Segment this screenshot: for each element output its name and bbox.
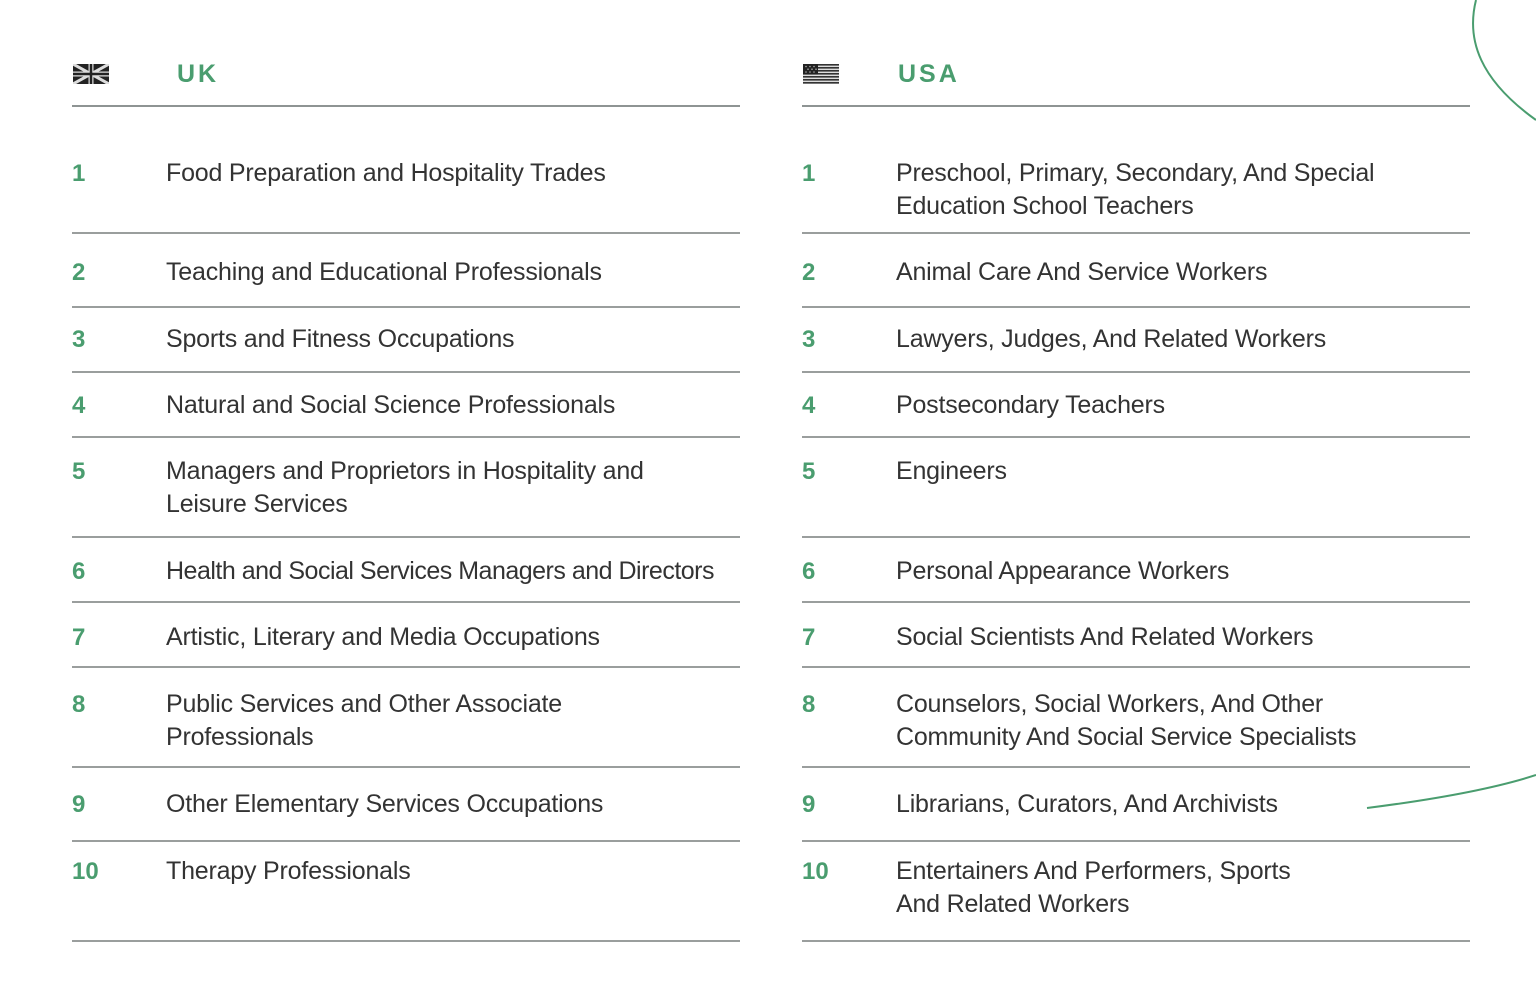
occupation-label: Therapy Professionals xyxy=(166,857,411,885)
rank-number: 6 xyxy=(72,558,86,585)
list-item: 7 Social Scientists And Related Workers xyxy=(802,603,1470,668)
occupation-label: Sports and Fitness Occupations xyxy=(166,325,515,353)
rank-number: 9 xyxy=(72,791,86,818)
occupation-label: Public Services and Other Associate Prof… xyxy=(166,690,562,751)
rank-number: 3 xyxy=(802,326,816,353)
list-item: 4 Postsecondary Teachers xyxy=(802,373,1470,438)
rank-number: 7 xyxy=(802,624,816,651)
rank-number: 3 xyxy=(72,326,86,353)
usa-flag-icon xyxy=(803,64,839,84)
occupation-label: Postsecondary Teachers xyxy=(896,391,1165,419)
occupation-label: Natural and Social Science Professionals xyxy=(166,391,616,419)
list-item: 9 Other Elementary Services Occupations xyxy=(72,768,740,842)
list-item: 10 Entertainers And Performers, Sports An… xyxy=(802,842,1470,942)
list-item: 2 Animal Care And Service Workers xyxy=(802,234,1470,308)
list-item: 9 Librarians, Curators, And Archivists xyxy=(802,768,1470,842)
rank-number: 2 xyxy=(72,259,86,286)
header-divider xyxy=(72,105,740,107)
rank-number: 1 xyxy=(72,160,86,187)
occupation-label: Teaching and Educational Professionals xyxy=(166,258,602,286)
occupation-label: Entertainers And Performers, Sports And … xyxy=(896,857,1291,918)
rank-number: 5 xyxy=(72,458,86,485)
rank-number: 7 xyxy=(72,624,86,651)
list-item: 8 Public Services and Other Associate Pro… xyxy=(72,668,740,768)
occupation-label: Personal Appearance Workers xyxy=(896,557,1230,585)
list-item: 10 Therapy Professionals xyxy=(72,842,740,942)
occupation-label: Other Elementary Services Occupations xyxy=(166,790,604,818)
occupation-label: Animal Care And Service Workers xyxy=(896,258,1268,286)
occupation-label: Engineers xyxy=(896,457,1007,485)
occupation-label: Social Scientists And Related Workers xyxy=(896,623,1314,651)
rank-number: 10 xyxy=(72,858,99,885)
rank-number: 1 xyxy=(802,160,816,187)
list-item: 3 Lawyers, Judges, And Related Workers xyxy=(802,308,1470,373)
rank-number: 4 xyxy=(72,392,86,419)
rank-number: 8 xyxy=(802,691,816,718)
uk-header: UK xyxy=(72,56,740,92)
list-item: 1 Food Preparation and Hospitality Trades xyxy=(72,107,740,234)
list-item: 5 Managers and Proprietors in Hospitality… xyxy=(72,438,740,538)
rank-number: 5 xyxy=(802,458,816,485)
header-divider xyxy=(802,105,1470,107)
list-item: 7 Artistic, Literary and Media Occupation… xyxy=(72,603,740,668)
rank-number: 9 xyxy=(802,791,816,818)
rank-number: 8 xyxy=(72,691,86,718)
list-item: 5 Engineers xyxy=(802,438,1470,538)
list-item: 8 Counselors, Social Workers, And Other C… xyxy=(802,668,1470,768)
list-item: 6 Health and Social Services Managers and… xyxy=(72,538,740,603)
country-title: USA xyxy=(898,60,960,88)
occupation-label: Food Preparation and Hospitality Trades xyxy=(166,159,606,187)
occupation-label: Preschool, Primary, Secondary, And Speci… xyxy=(896,159,1375,220)
rank-number: 10 xyxy=(802,858,829,885)
rank-number: 2 xyxy=(802,259,816,286)
uk-flag-icon xyxy=(73,64,109,84)
occupation-label: Librarians, Curators, And Archivists xyxy=(896,790,1278,818)
occupation-label: Artistic, Literary and Media Occupations xyxy=(166,623,600,651)
uk-column: UK 1 Food Preparation and Hospitality Tra… xyxy=(72,0,740,1003)
list-item: 1 Preschool, Primary, Secondary, And Spec… xyxy=(802,107,1470,234)
list-item: 3 Sports and Fitness Occupations xyxy=(72,308,740,373)
list-item: 4 Natural and Social Science Professional… xyxy=(72,373,740,438)
list-item: 2 Teaching and Educational Professionals xyxy=(72,234,740,308)
rank-number: 6 xyxy=(802,558,816,585)
usa-column: USA 1 Preschool, Primary, Secondary, And … xyxy=(802,0,1470,1003)
occupation-label: Lawyers, Judges, And Related Workers xyxy=(896,325,1327,353)
occupation-label: Managers and Proprietors in Hospitality … xyxy=(166,457,644,518)
country-title: UK xyxy=(177,60,220,88)
occupation-label: Counselors, Social Workers, And Other Co… xyxy=(896,690,1357,751)
occupation-label: Health and Social Services Managers and … xyxy=(166,557,715,585)
list-item: 6 Personal Appearance Workers xyxy=(802,538,1470,603)
rank-number: 4 xyxy=(802,392,816,419)
usa-header: USA xyxy=(802,56,1470,92)
